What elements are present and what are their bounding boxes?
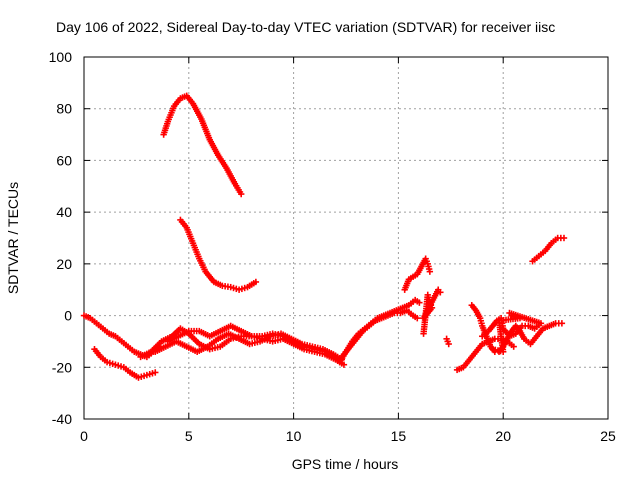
x-tick-label: 0: [80, 428, 88, 444]
y-tick-label: -40: [52, 411, 72, 427]
chart-title: Day 106 of 2022, Sidereal Day-to-day VTE…: [56, 19, 555, 35]
data-point: [558, 320, 566, 327]
y-tick-label: 0: [64, 308, 72, 324]
x-tick-label: 25: [600, 428, 616, 444]
plot-frame: [83, 56, 609, 420]
data-point: [332, 353, 339, 361]
data-marks: [80, 92, 568, 381]
data-point: [560, 234, 568, 242]
data-point: [489, 345, 496, 353]
data-point: [437, 289, 444, 296]
data-point: [445, 340, 452, 348]
data-point: [252, 278, 260, 286]
data-point: [416, 299, 423, 306]
data-point: [340, 361, 348, 368]
x-tick-label: 10: [286, 428, 302, 444]
data-point: [414, 314, 421, 322]
x-tick-label: 20: [495, 428, 511, 444]
y-tick-label: 60: [56, 152, 72, 168]
x-tick-label: 5: [185, 428, 193, 444]
y-tick-label: 100: [49, 49, 73, 65]
x-axis-label: GPS time / hours: [292, 456, 399, 472]
y-axis-label: SDTVAR / TECUs: [5, 182, 21, 294]
y-tick-label: 20: [56, 256, 72, 272]
y-tick-label: 40: [56, 204, 72, 220]
data-point: [152, 369, 159, 376]
data-point: [510, 343, 517, 350]
data-point: [238, 190, 245, 198]
y-tick-label: -20: [52, 359, 72, 375]
y-tick-label: 80: [56, 101, 72, 117]
axis-ticks: 0 5 10 15 20 25 -40 -20 0 20 40 60 80 100: [49, 49, 616, 444]
x-tick-label: 15: [391, 428, 407, 444]
data-point: [426, 268, 434, 275]
